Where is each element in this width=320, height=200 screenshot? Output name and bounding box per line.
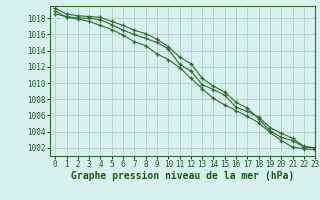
X-axis label: Graphe pression niveau de la mer (hPa): Graphe pression niveau de la mer (hPa) [71, 171, 294, 181]
